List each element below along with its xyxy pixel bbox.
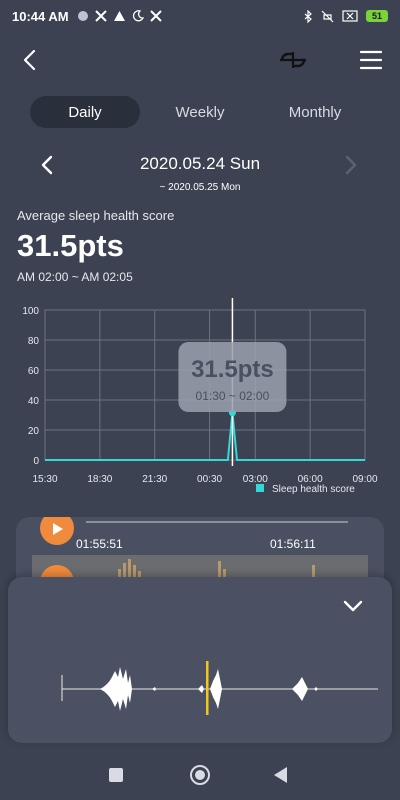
y-tick-label: 80 [28,336,40,347]
x-tick-label: 21:30 [142,474,167,485]
playback-track[interactable] [86,521,348,523]
audio-bottom-sheet [8,577,392,743]
tab-weekly[interactable]: Weekly [175,103,225,121]
score-label: Average sleep health score [17,208,175,223]
tooltip-range: 01:30 ~ 02:00 [196,389,270,403]
status-time: 10:44 AM [12,8,69,24]
moon-icon [132,10,144,22]
home-button[interactable] [190,765,210,785]
audio-waveform[interactable] [60,655,380,715]
chevron-down-icon[interactable] [342,597,364,615]
hamburger-menu-icon[interactable] [358,48,384,72]
play-button[interactable] [40,517,74,545]
playback-end-time: 01:56:11 [270,537,316,551]
back-button[interactable] [18,46,42,74]
series-line [45,412,365,461]
y-tick-label: 0 [33,456,39,467]
x-tick-label: 06:00 [298,474,323,485]
legend-swatch [256,484,264,492]
app-bar [0,40,400,80]
legend-label: Sleep health score [272,484,355,495]
recent-apps-button[interactable] [109,768,123,782]
sleep-health-chart[interactable]: 0 20 40 60 80 100 15:30 18:30 21:30 00:30 03:00 06:… [0,298,400,503]
y-tick-label: 20 [28,426,40,437]
current-date: 2020.05.24 Sun [139,154,261,173]
playhead-marker [206,661,209,715]
system-nav-bar [0,752,400,800]
system-back-button[interactable] [274,767,287,783]
link-logo-icon[interactable] [276,48,310,72]
tooltip-value: 31.5pts [191,356,274,383]
status-bar: 10:44 AM 51 [0,0,400,32]
x-tick-label: 03:00 [243,474,268,485]
x-tick-label: 18:30 [87,474,112,485]
date-navigator: 2020.05.24 Sun ~ 2020.05.25 Mon [0,148,400,196]
bluetooth-icon [304,9,312,23]
score-value: 31.5pts [17,228,124,263]
x-tick-label: 09:00 [352,474,377,485]
next-date-button[interactable] [340,154,360,176]
score-time-range: AM 02:00 ~ AM 02:05 [17,270,133,284]
x-tick-label: 00:30 [197,474,222,485]
warning-icon [113,11,125,21]
mute-icon [321,10,334,22]
app-icon [94,10,107,22]
circle-icon [77,11,88,21]
period-tabs: Daily Weekly Monthly [30,96,370,130]
playback-start-time: 01:55:51 [76,537,123,551]
x-tick-label: 15:30 [32,474,57,485]
tooltip-box [178,342,287,412]
y-tick-label: 100 [22,306,39,317]
notification-icons [77,10,162,22]
play-icon [53,523,63,535]
previous-date-button[interactable] [38,154,58,176]
tab-monthly[interactable]: Monthly [288,103,342,121]
date-range-end: ~ 2020.05.25 Mon [159,182,241,193]
tab-daily[interactable]: Daily [30,96,140,128]
system-icons: 51 [304,9,388,23]
sim-icon [342,10,358,22]
battery-icon: 51 [366,10,388,22]
y-tick-label: 40 [28,396,40,407]
y-tick-label: 60 [28,366,40,377]
app-icon [149,10,162,22]
